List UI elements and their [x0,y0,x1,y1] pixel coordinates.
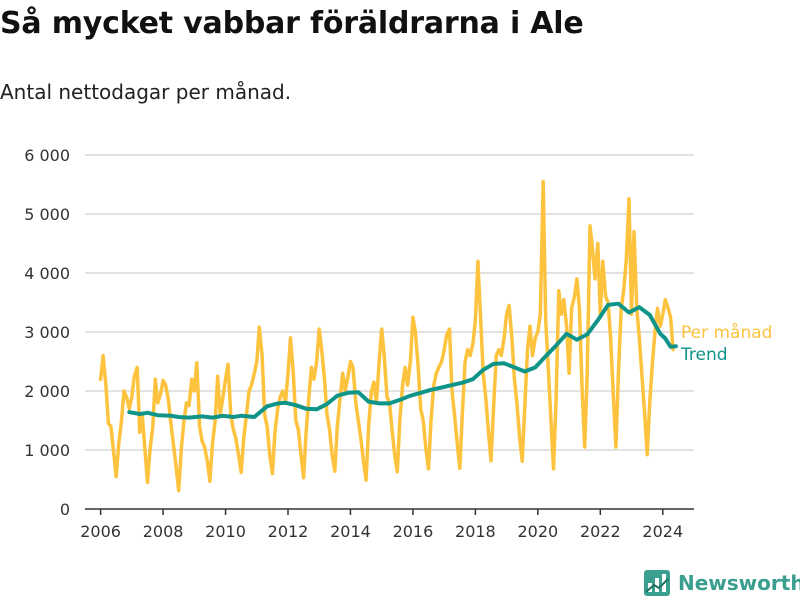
x-axis: 2006 2008 2010 2012 2014 2016 2018 2020 2022 2024 [80,508,694,541]
y-tick-label: 6 000 [24,146,70,165]
brand-logo[interactable]: Newsworthy [644,568,800,598]
chart-subtitle: Antal nettodagar per månad. [0,80,292,104]
legend-label: Trend [680,345,728,365]
x-tick-label: 2022 [580,522,621,541]
y-tick-label: 5 000 [24,205,70,224]
y-tick-label: 0 [60,500,70,519]
x-tick-label: 2018 [455,522,496,541]
chart-title: Så mycket vabbar föräldrarna i Ale [0,6,584,41]
x-tick-label: 2016 [393,522,434,541]
series-lines [98,179,678,493]
series-line-trend [127,301,678,420]
gridlines [85,154,694,451]
x-tick-label: 2012 [268,522,309,541]
x-tick-label: 2020 [517,522,558,541]
brand-name: Newsworthy [678,571,800,595]
y-axis-labels: 0 1 000 2 000 3 000 4 000 5 000 6 000 [24,146,70,519]
x-tick-label: 2008 [143,522,184,541]
newsworthy-logo-icon [644,570,670,596]
legend-label: Per månad [681,322,772,343]
y-tick-label: 2 000 [24,382,70,401]
y-tick-label: 4 000 [24,264,70,283]
y-tick-label: 1 000 [24,441,70,460]
x-tick-label: 2010 [205,522,246,541]
x-tick-label: 2024 [642,522,683,541]
y-tick-label: 3 000 [24,323,70,342]
series-line-per-manad [98,179,675,493]
x-tick-label: 2006 [80,522,121,541]
x-tick-label: 2014 [330,522,371,541]
